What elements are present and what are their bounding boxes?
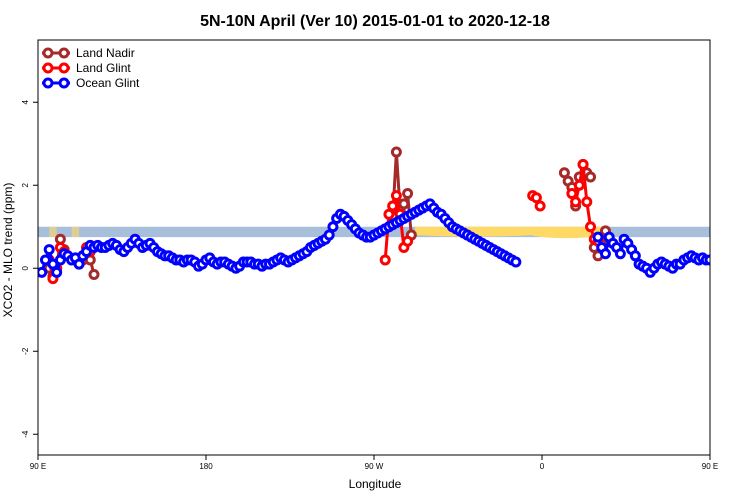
data-point	[88, 268, 100, 280]
data-point	[614, 248, 626, 260]
y-tick-label: 2	[21, 182, 30, 187]
data-point	[390, 190, 402, 202]
x-tick-label: 90 E	[702, 462, 718, 471]
plot-area: 90 E 180 90 W 0 90 E -4 -2 0 2 4	[21, 39, 750, 471]
data-point	[585, 171, 597, 183]
data-point	[725, 264, 733, 272]
x-tick-label: 180	[199, 462, 213, 471]
data-point	[728, 239, 736, 247]
data-point	[721, 273, 729, 281]
data-point	[717, 264, 725, 272]
legend-marker	[42, 77, 54, 89]
land-mask-island-0	[49, 226, 57, 238]
data-point	[530, 192, 542, 204]
data-point	[728, 235, 736, 243]
data-point	[732, 244, 740, 252]
data-point	[599, 248, 611, 260]
data-point	[73, 258, 85, 270]
y-tick-label: 0	[21, 265, 30, 270]
legend-marker	[58, 47, 70, 59]
land-mask-island-1	[71, 226, 80, 238]
data-point	[398, 198, 410, 210]
data-point	[323, 229, 335, 241]
data-point	[717, 264, 725, 272]
series-ocean-glint	[38, 198, 710, 278]
legend-marker	[42, 62, 54, 74]
y-axis-label: XCO2 - MLO trend (ppm)	[1, 183, 15, 318]
legend-label: Ocean Glint	[76, 76, 140, 90]
data-point	[566, 188, 578, 200]
x-axis-label: Longitude	[349, 477, 402, 491]
plot-inner	[38, 146, 750, 285]
data-point	[573, 179, 585, 191]
data-point	[327, 221, 339, 233]
x-tick-label: 90 E	[30, 462, 46, 471]
data-point	[387, 200, 399, 212]
data-point	[510, 256, 522, 268]
data-point	[725, 277, 733, 285]
data-point	[592, 231, 604, 243]
legend-marker	[58, 62, 70, 74]
y-tick-label: -4	[21, 430, 30, 438]
data-point	[629, 250, 641, 262]
data-point	[713, 258, 721, 266]
data-point	[570, 196, 582, 208]
land-mask-africa	[530, 226, 602, 239]
data-point	[379, 254, 391, 266]
data-point	[704, 254, 710, 266]
data-point	[390, 146, 402, 158]
land-mask-island-2	[721, 227, 728, 237]
data-point	[43, 244, 55, 256]
data-point	[577, 159, 589, 170]
data-point	[585, 221, 597, 233]
y-tick-label: 4	[21, 99, 30, 104]
data-point	[534, 200, 546, 212]
land-mask-island-3	[744, 227, 750, 237]
legend-label: Land Glint	[76, 61, 131, 75]
legend-label: Land Nadir	[76, 46, 135, 60]
data-point	[732, 246, 740, 254]
data-point	[558, 167, 570, 179]
data-point	[402, 188, 414, 200]
data-point	[51, 266, 63, 278]
series-line	[718, 243, 737, 280]
data-point	[383, 208, 395, 220]
data-point	[402, 235, 414, 247]
chart-title: 5N-10N April (Ver 10) 2015-01-01 to 2020…	[200, 13, 550, 30]
land-mask-americas	[415, 226, 533, 237]
data-point	[721, 275, 729, 283]
x-tick-label: 0	[540, 462, 545, 471]
x-tick-label: 90 W	[365, 462, 384, 471]
data-point	[581, 196, 593, 208]
y-tick-label: -2	[21, 347, 30, 355]
data-point	[38, 266, 48, 278]
legend-marker	[58, 77, 70, 89]
series-line	[721, 239, 736, 276]
legend-marker	[42, 47, 54, 59]
